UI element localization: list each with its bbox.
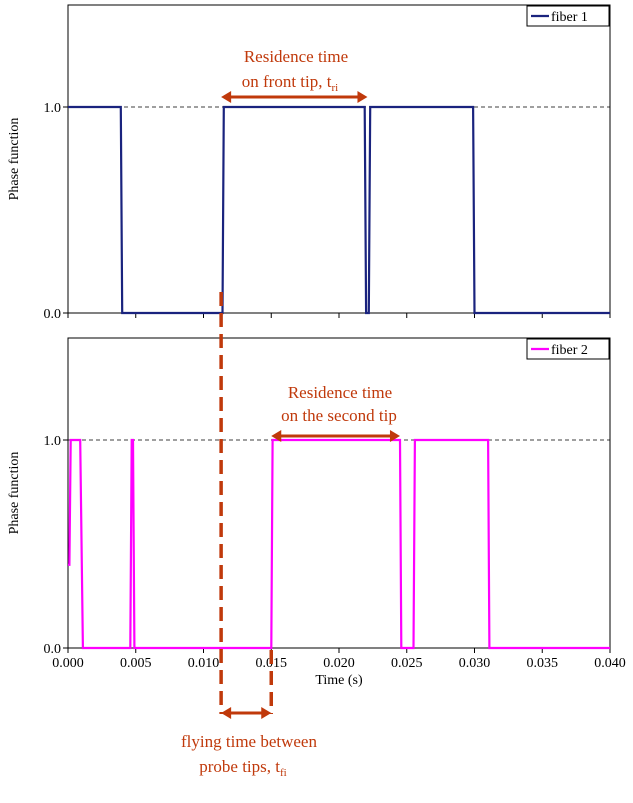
y-tick-label: 1.0 xyxy=(44,101,62,116)
y-tick-label: 1.0 xyxy=(44,434,62,449)
x-axis-label: Time (s) xyxy=(315,673,363,688)
arrowhead xyxy=(221,91,232,103)
arrowhead xyxy=(271,430,282,442)
arrowhead xyxy=(389,430,400,442)
annotation-residence-front-subscript: ri xyxy=(331,82,338,94)
x-tick-label: 0.005 xyxy=(120,656,152,671)
series-line xyxy=(68,105,610,315)
annotation-residence-front-line2: on front tip, tri xyxy=(242,72,338,94)
panel-2: 0.01.00.0000.0050.0100.0150.0200.0250.03… xyxy=(7,337,626,688)
annotation-residence-front: Residence time on front tip, tri xyxy=(221,47,368,103)
x-tick-label: 0.010 xyxy=(188,656,220,671)
residence-front-arrow xyxy=(221,91,368,103)
x-tick-label: 0.030 xyxy=(459,656,491,671)
x-tick-label: 0.035 xyxy=(527,656,559,671)
annotation-residence-front-line1: Residence time xyxy=(244,47,348,66)
annotation-residence-second: Residence time on the second tip xyxy=(271,383,400,442)
annotation-flying-text: probe tips, t xyxy=(199,757,280,776)
y-tick-label: 0.0 xyxy=(44,307,62,322)
flying-time-markers xyxy=(219,292,273,719)
residence-second-arrow xyxy=(271,430,400,442)
panel-1: 0.0 1.0 Phase function fiber 1 xyxy=(7,4,611,322)
legend-label: fiber 1 xyxy=(551,10,588,25)
annotation-residence-second-line1: Residence time xyxy=(288,383,392,402)
legend: fiber 2 xyxy=(526,338,610,360)
x-tick-label: 0.020 xyxy=(323,656,355,671)
annotation-flying-line1: flying time between xyxy=(181,732,317,751)
arrowhead xyxy=(221,707,232,719)
legend-box xyxy=(526,5,610,27)
legend-label: fiber 2 xyxy=(551,343,588,358)
legend-box xyxy=(526,338,610,360)
annotation-flying-line2: probe tips, tfi xyxy=(199,757,286,779)
chart-panels: 0.0 1.0 Phase function fiber 1 0.0 1.0 0.000 0.… xyxy=(7,4,626,688)
x-tick-label: 0.025 xyxy=(391,656,423,671)
annotation-flying-subscript: fi xyxy=(280,767,287,779)
x-tick-label: 0.040 xyxy=(594,656,626,671)
x-tick-label: 0.000 xyxy=(52,656,84,671)
annotation-residence-front-text: on front tip, t xyxy=(242,72,332,91)
arrowhead xyxy=(357,91,368,103)
y-tick-label: 0.0 xyxy=(44,642,62,657)
arrowhead xyxy=(261,707,272,719)
legend: fiber 1 xyxy=(526,5,610,27)
y-axis-label: Phase function xyxy=(7,118,22,201)
y-axis-label: Phase function xyxy=(7,452,22,535)
series-line xyxy=(68,438,610,650)
annotation-residence-second-line2: on the second tip xyxy=(281,406,397,425)
annotation-flying: flying time between probe tips, tfi xyxy=(181,732,317,779)
